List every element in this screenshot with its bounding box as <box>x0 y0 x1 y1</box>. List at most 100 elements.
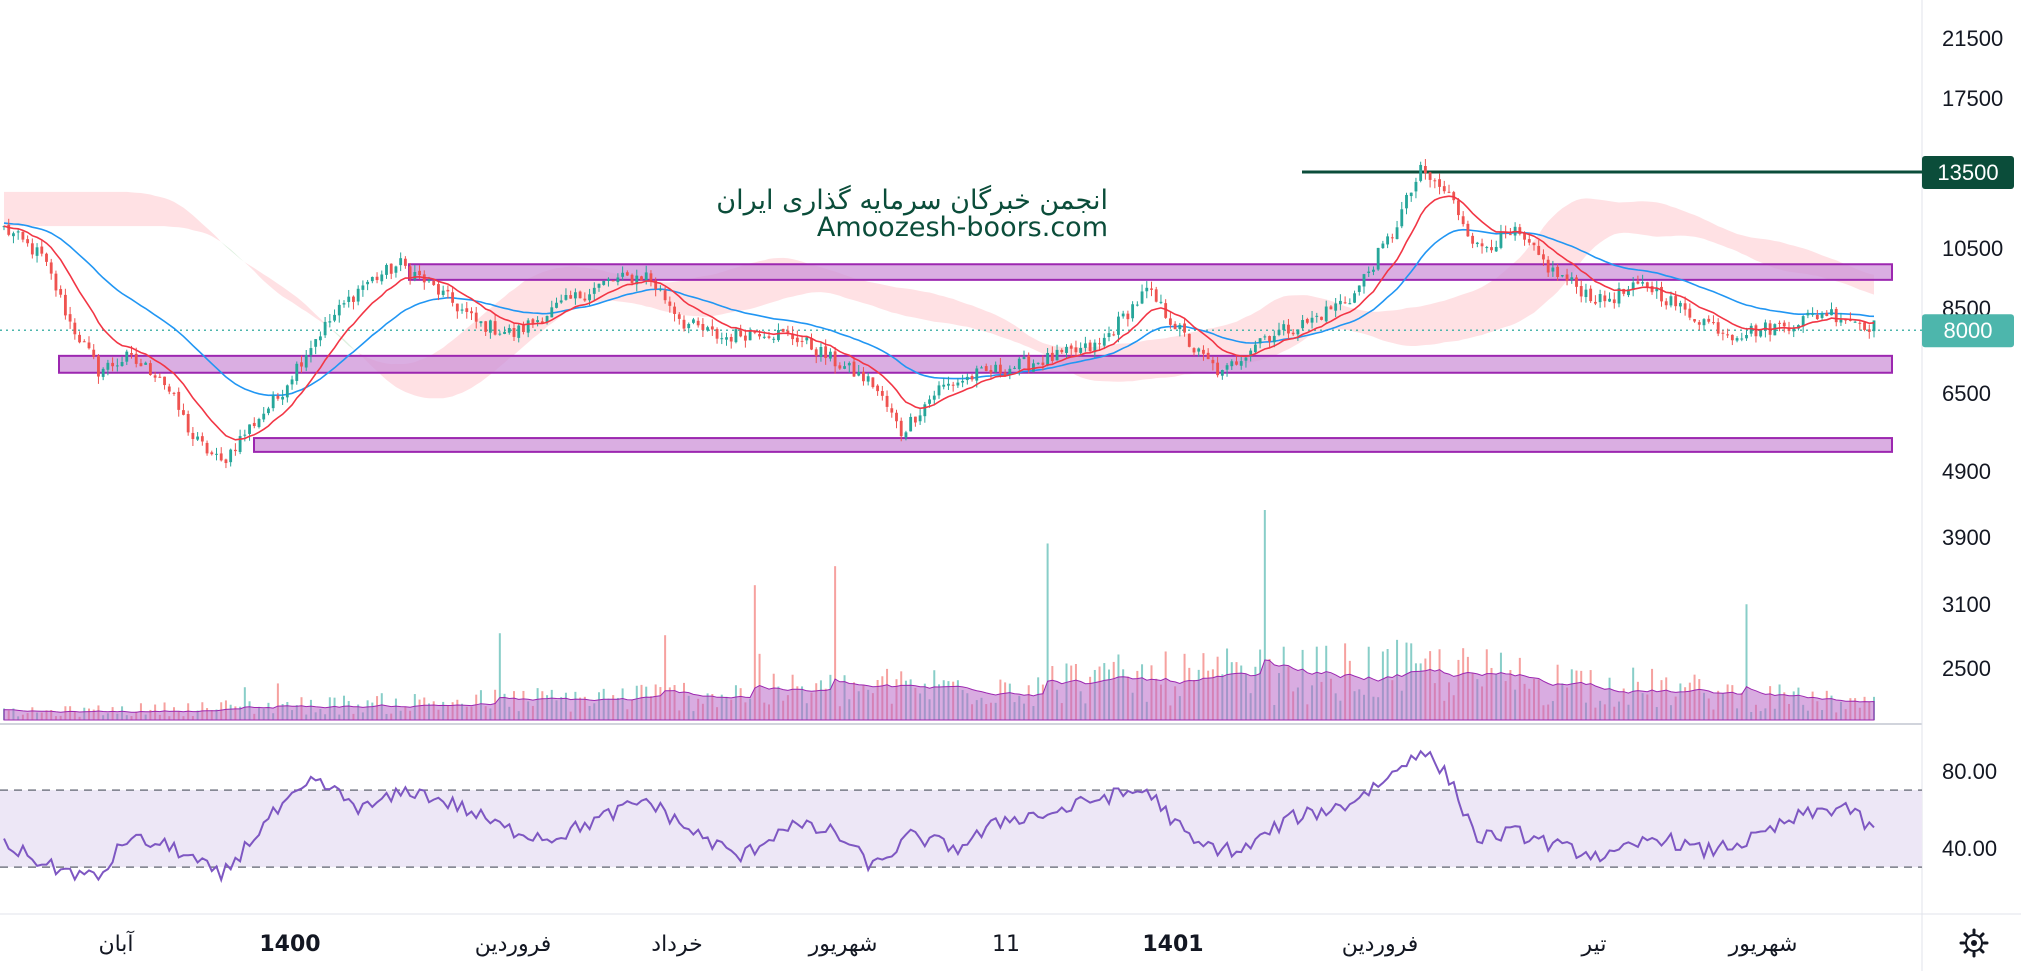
candle <box>923 401 927 423</box>
candle <box>616 273 620 286</box>
candle <box>1117 311 1120 343</box>
candle <box>857 364 861 377</box>
candle <box>748 327 752 341</box>
candle <box>1079 342 1083 357</box>
candle <box>1589 285 1593 303</box>
candle <box>1778 320 1781 332</box>
candle <box>300 355 303 373</box>
candle <box>692 317 695 325</box>
candle <box>1320 316 1323 321</box>
candle <box>621 266 625 281</box>
candle <box>536 316 540 327</box>
gear-icon[interactable] <box>1959 928 1989 958</box>
candle <box>205 440 209 456</box>
candle <box>814 347 818 364</box>
candle <box>1046 347 1050 367</box>
candle <box>1660 281 1663 307</box>
watermark-url: Amoozesh-boors.com <box>817 212 1108 243</box>
candle <box>45 252 48 267</box>
candle <box>26 235 30 247</box>
candle <box>347 289 351 308</box>
candle <box>1570 272 1574 284</box>
candle <box>1825 310 1829 317</box>
volume-bar <box>276 683 279 720</box>
candle <box>1022 350 1026 360</box>
candle <box>951 381 955 392</box>
candle <box>233 443 237 456</box>
candle <box>1032 359 1035 373</box>
candle <box>805 336 809 345</box>
candle <box>569 290 573 299</box>
candle <box>252 417 256 429</box>
candle <box>1830 302 1833 316</box>
cloud-segment <box>221 241 245 263</box>
price-tick-label: 2500 <box>1942 656 1991 681</box>
candle <box>1083 336 1087 352</box>
zone-rect[interactable] <box>253 437 1893 453</box>
candle <box>1414 177 1418 199</box>
badge-label: 8000 <box>1944 318 1993 343</box>
candle <box>177 387 181 417</box>
candle <box>913 416 917 427</box>
candle <box>526 318 530 338</box>
candle <box>484 320 488 337</box>
price-tick-label: 3100 <box>1942 592 1991 617</box>
candle <box>281 389 285 405</box>
candle <box>498 330 502 336</box>
candle <box>92 344 96 360</box>
candle <box>795 330 799 347</box>
candle <box>1584 283 1588 303</box>
candle <box>333 309 336 323</box>
candle <box>148 360 152 376</box>
candle <box>49 258 53 280</box>
candle <box>470 307 473 320</box>
cloud-segment <box>244 262 335 333</box>
candle <box>106 359 110 376</box>
candle <box>1853 320 1857 323</box>
moving-average-fast <box>3 195 1875 441</box>
time-axis[interactable]: آبان 1400 فروردین خرداد شهریور 11 1401 فروردین ت… <box>98 930 1797 957</box>
candle <box>1329 305 1333 310</box>
candle <box>479 321 483 327</box>
candle <box>607 277 610 287</box>
candle <box>1409 192 1413 202</box>
candle <box>1631 277 1635 297</box>
candle <box>640 275 643 281</box>
candle <box>819 342 823 362</box>
candle <box>172 391 176 396</box>
candle <box>1735 336 1739 343</box>
price-axis[interactable]: 2150017500135001050085006500490039003100… <box>1942 26 2003 681</box>
candle <box>196 432 200 442</box>
candle <box>271 391 275 412</box>
candle <box>1206 348 1210 360</box>
candle <box>1211 356 1215 371</box>
candle <box>474 306 478 329</box>
candle <box>125 349 129 366</box>
candle <box>1801 315 1805 333</box>
candle <box>871 377 875 389</box>
candle <box>725 332 728 346</box>
candle <box>87 336 91 350</box>
candle <box>385 263 388 279</box>
candle <box>833 346 837 374</box>
candle <box>295 361 299 385</box>
candle <box>1098 337 1101 351</box>
candle <box>1202 345 1205 361</box>
candle <box>1508 227 1512 236</box>
candle <box>1702 318 1706 331</box>
candle <box>1461 211 1465 227</box>
candle <box>243 429 247 442</box>
candle <box>1145 281 1149 299</box>
candle <box>238 429 242 455</box>
candle <box>1121 310 1125 319</box>
candle <box>1834 306 1838 327</box>
candle <box>564 288 568 301</box>
candle <box>97 354 100 384</box>
candle <box>120 356 124 367</box>
support-resistance-zones <box>58 263 1893 453</box>
candle <box>866 372 870 386</box>
rsi-axis[interactable]: 80.00 40.00 <box>1942 759 1997 861</box>
candle <box>352 295 355 310</box>
rsi-tick-label: 40.00 <box>1942 836 1997 861</box>
